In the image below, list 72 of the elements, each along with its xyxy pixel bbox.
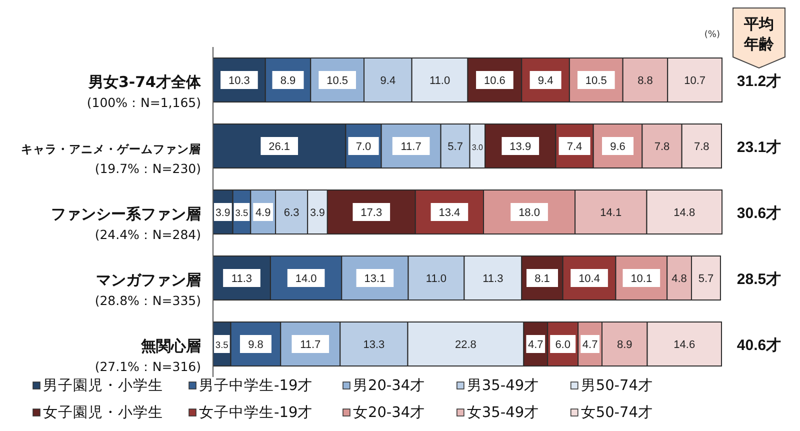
text: 23.1才 xyxy=(736,139,782,156)
data-label: 13.9 xyxy=(510,141,532,153)
y-tick-label: マンガファン層 (28.8%：N=335) xyxy=(94,271,201,308)
data-label: 10.4 xyxy=(578,273,600,285)
data-label: 22.8 xyxy=(455,339,476,351)
data-label: 8.8 xyxy=(638,75,653,87)
data-label: 6.3 xyxy=(284,207,300,219)
data-label: 13.3 xyxy=(363,339,385,351)
data-label: 13.1 xyxy=(364,273,386,285)
data-label: 8.9 xyxy=(616,339,632,351)
data-label: 10.5 xyxy=(326,75,348,87)
legend-label: 女子中学生-19才 xyxy=(199,404,313,421)
data-label: 11.0 xyxy=(426,273,447,285)
data-label: 4.7 xyxy=(528,339,544,351)
data-label: 11.3 xyxy=(482,273,504,285)
data-label: 9.4 xyxy=(538,75,554,87)
data-label: 3.5 xyxy=(215,340,228,350)
data-label: 10.3 xyxy=(228,75,250,87)
data-label: 4.7 xyxy=(582,339,598,351)
data-label: 26.1 xyxy=(268,141,290,153)
data-label: 6.0 xyxy=(555,339,570,351)
legend-label: 女50-74才 xyxy=(580,404,654,421)
data-label: 3.5 xyxy=(235,208,248,218)
text: 30.6才 xyxy=(736,205,782,222)
legend-label: 男20-34才 xyxy=(352,377,426,394)
data-label: 10.6 xyxy=(484,75,506,87)
data-label: 10.1 xyxy=(630,273,652,285)
legend-label: 女子園児・小学生 xyxy=(43,404,163,421)
data-label: 8.1 xyxy=(534,273,550,285)
data-label: 5.7 xyxy=(448,141,463,153)
legend-label: 男35-49才 xyxy=(466,377,540,394)
data-label: 3.9 xyxy=(310,207,325,219)
data-label: 10.5 xyxy=(585,75,607,87)
data-label: 8.9 xyxy=(280,75,296,87)
legend-label: 男50-74才 xyxy=(580,377,654,394)
data-label: 17.3 xyxy=(360,207,382,219)
legend-label: 女35-49才 xyxy=(466,404,540,421)
data-label: 9.4 xyxy=(380,75,396,87)
legend-label: 男子中学生-19才 xyxy=(199,377,313,394)
data-label: 7.8 xyxy=(694,141,710,153)
data-label: 13.4 xyxy=(438,207,460,219)
x-axis-title: (%) xyxy=(704,30,720,40)
data-label: 7.4 xyxy=(566,141,582,153)
legend-label: 女20-34才 xyxy=(352,404,426,421)
data-label: 11.7 xyxy=(300,339,321,351)
y-tick-label: ファンシー系ファン層 (24.4%：N=284) xyxy=(51,205,201,242)
data-label: 5.7 xyxy=(698,273,714,285)
data-label: 4.9 xyxy=(255,207,271,219)
text: 28.5才 xyxy=(736,271,782,288)
data-label: 7.0 xyxy=(356,141,372,153)
data-label: 3.0 xyxy=(472,143,484,152)
data-label: 14.6 xyxy=(674,339,696,351)
data-label: 9.8 xyxy=(248,339,264,351)
y-tick-label: キャラ・アニメ・ゲームファン層 (19.7%：N=230) xyxy=(21,142,201,176)
text: 40.6才 xyxy=(736,337,782,354)
data-label: 7.8 xyxy=(654,141,670,153)
data-label: 3.9 xyxy=(216,207,230,219)
legend-label: 男子園児・小学生 xyxy=(43,377,163,394)
data-label: 11.3 xyxy=(231,273,252,285)
data-label: 14.8 xyxy=(674,207,696,219)
y-tick-label: 男女3-74才全体 (100%：N=1,165) xyxy=(86,73,202,110)
y2-axis-title: 平均年齢 xyxy=(743,15,775,53)
data-label: 14.1 xyxy=(600,207,622,219)
data-label: 18.0 xyxy=(518,207,540,219)
data-label: 14.0 xyxy=(295,273,317,285)
data-label: 4.8 xyxy=(672,273,687,285)
text: 31.2才 xyxy=(736,73,782,90)
data-label: 9.6 xyxy=(610,141,626,153)
data-label: 10.7 xyxy=(684,75,706,87)
data-label: 11.0 xyxy=(429,75,450,87)
data-label: 11.7 xyxy=(400,141,422,153)
y-tick-label: 無関心層 (27.1%：N=316) xyxy=(94,337,201,374)
